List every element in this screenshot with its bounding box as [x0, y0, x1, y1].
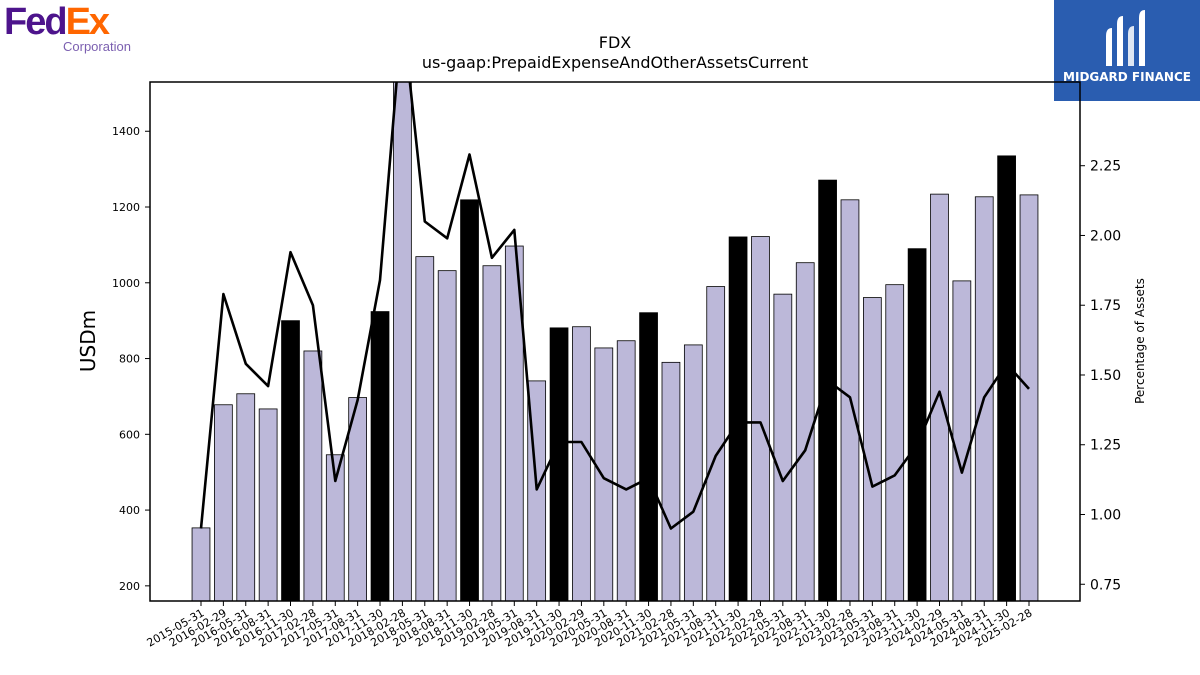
- percentage-line: [199, 82, 1030, 530]
- midgard-finance-wordmark: MIDGARD FINANCE: [1063, 70, 1191, 84]
- y2-axis-label: Percentage of Assets: [1133, 278, 1147, 404]
- bar-2023-05-31: [863, 297, 882, 601]
- y2-tick-label: 1.75: [1090, 298, 1121, 314]
- bar-2022-05-31: [773, 293, 793, 601]
- bar-2017-02-28: [303, 350, 323, 601]
- bar-2025-02-28: [1019, 194, 1039, 601]
- plot-frame: [149, 81, 1081, 602]
- bar-2022-08-31: [795, 262, 815, 601]
- fedex-wordmark-ex: Ex: [65, 1, 111, 43]
- bar-2022-11-30: [818, 179, 837, 601]
- bar-2017-05-31: [325, 454, 345, 601]
- bar-2020-02-29: [572, 326, 591, 601]
- bar-2016-08-31: [258, 408, 278, 601]
- y2-tick-label: 1.00: [1090, 508, 1121, 524]
- bar-2018-02-28: [393, 82, 412, 601]
- bar-2021-02-28: [661, 361, 681, 601]
- bar-2020-05-31: [594, 347, 614, 601]
- y-tick-label: 1400: [112, 125, 140, 138]
- bar-2024-02-29: [930, 193, 949, 601]
- bar-2019-11-30: [549, 327, 569, 601]
- y-tick-label: 200: [119, 580, 140, 593]
- bar-2024-05-31: [952, 280, 972, 601]
- midgard-finance-logo: MIDGARD FINANCE: [1054, 0, 1200, 101]
- bar-2017-11-30: [370, 311, 390, 601]
- y-tick-label: 1000: [112, 277, 140, 290]
- y2-tick-label: 1.25: [1090, 438, 1121, 454]
- bar-2019-05-31: [504, 245, 524, 601]
- chart-subtitle: us-gaap:PrepaidExpenseAndOtherAssetsCurr…: [422, 53, 808, 72]
- y2-tick-label: 1.50: [1090, 368, 1121, 384]
- bar-2018-05-31: [415, 256, 435, 601]
- bar-2018-11-30: [460, 199, 479, 601]
- midgard-mark-icon: [1106, 10, 1145, 66]
- fedex-wordmark: FedEx: [4, 1, 111, 43]
- y-axis-right: 0.75 1.00 1.25 1.50 1.75 2.00 2.25: [1080, 159, 1121, 593]
- y-axis-left: 200 400 600 800 1000 1200 1400: [112, 125, 150, 593]
- bar-2021-11-30: [728, 236, 748, 601]
- y2-tick-label: 2.00: [1090, 228, 1121, 244]
- y2-tick-label: 0.75: [1090, 577, 1121, 593]
- fedex-subtitle: Corporation: [63, 39, 131, 54]
- bar-2020-11-30: [639, 312, 658, 601]
- bar-2017-08-31: [348, 397, 367, 601]
- chart-title: FDX: [599, 33, 632, 52]
- bar-2021-05-31: [683, 344, 703, 601]
- bar-2016-02-29: [214, 404, 233, 601]
- bar-2023-11-30: [907, 248, 927, 601]
- y-tick-label: 400: [119, 504, 140, 517]
- bar-2015-05-31: [191, 527, 211, 601]
- bar-2020-08-31: [616, 340, 636, 601]
- y-tick-label: 800: [119, 353, 140, 366]
- x-axis: 2015-05-312016-02-292016-05-312016-08-31…: [145, 601, 1035, 650]
- bar-2023-08-31: [885, 284, 905, 601]
- bar-2019-02-28: [482, 265, 502, 601]
- y-axis-label: USDm: [76, 310, 100, 372]
- bar-2022-02-28: [751, 236, 770, 601]
- fedex-wordmark-fed: Fed: [4, 1, 68, 43]
- bar-2018-08-31: [437, 270, 457, 601]
- bar-2016-05-31: [236, 393, 256, 601]
- y-tick-label: 600: [119, 428, 140, 441]
- line-layer: [199, 82, 1030, 530]
- fedex-logo: FedEx Corporation: [4, 2, 144, 58]
- bar-2021-08-31: [706, 286, 726, 601]
- y-tick-label: 1200: [112, 201, 140, 214]
- bars-layer: [191, 82, 1039, 601]
- y2-tick-label: 2.25: [1090, 159, 1121, 175]
- bar-2016-11-30: [281, 320, 300, 601]
- bar-2024-11-30: [997, 155, 1016, 601]
